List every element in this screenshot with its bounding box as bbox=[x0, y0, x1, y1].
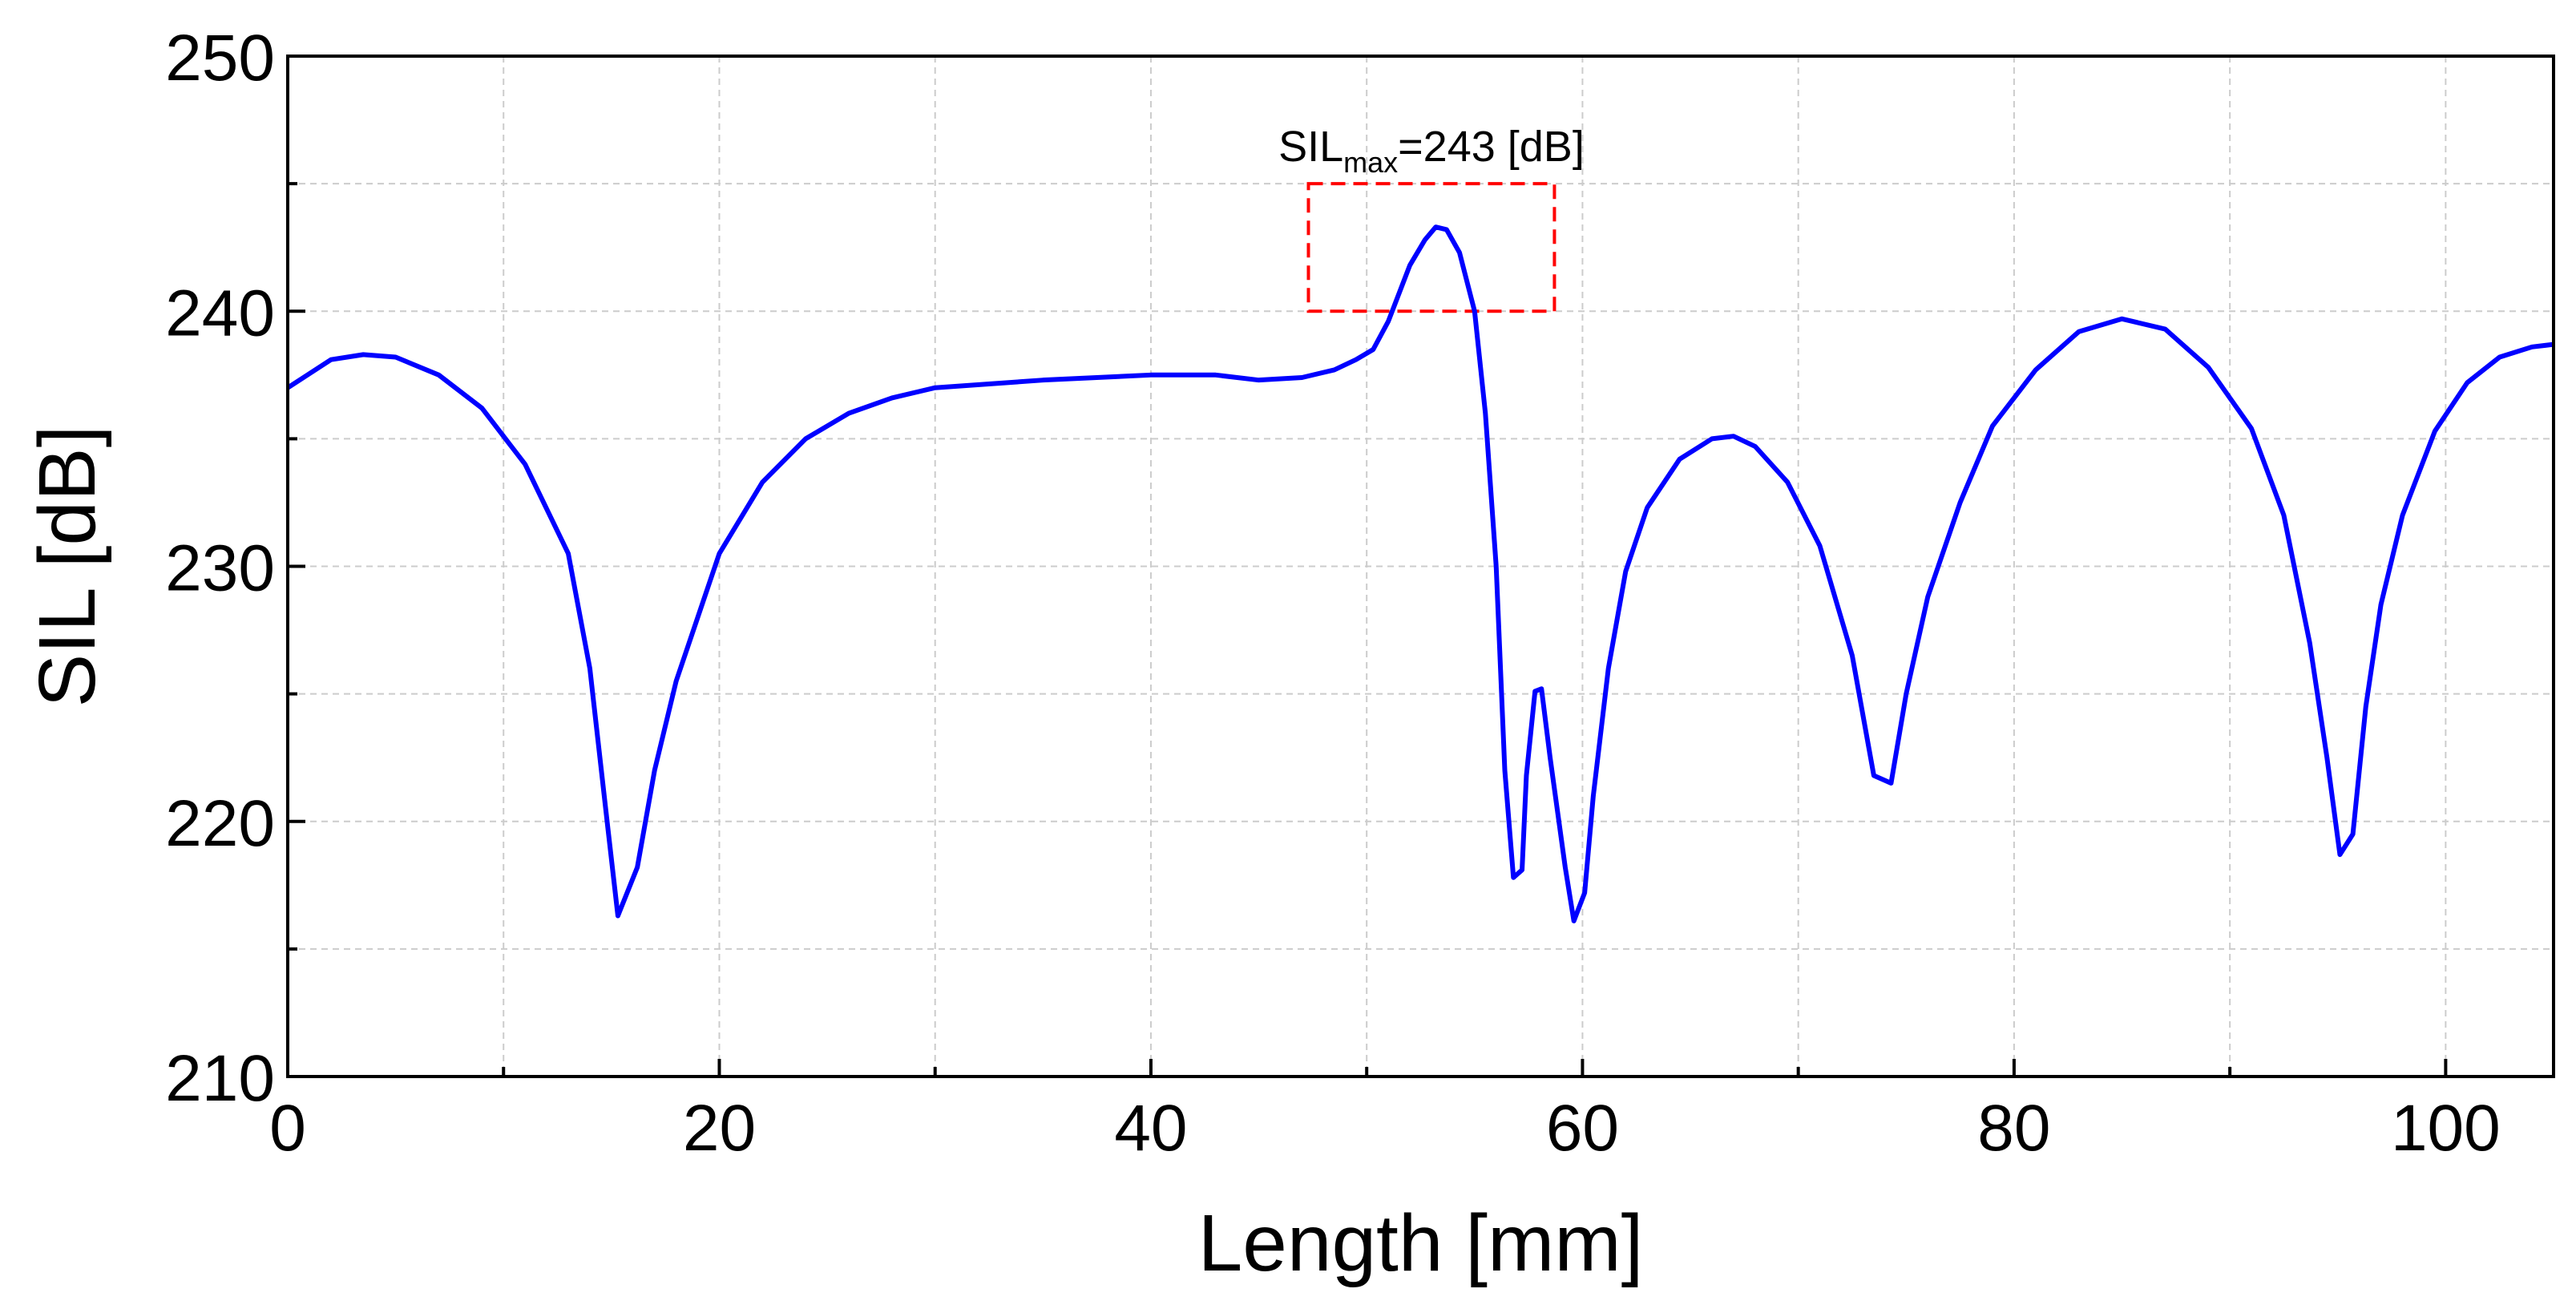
y-tick-label: 240 bbox=[165, 277, 275, 349]
x-tick-label: 20 bbox=[683, 1092, 756, 1165]
line bbox=[288, 224, 2554, 923]
y-tick-label: 250 bbox=[165, 22, 275, 95]
x-tick-label: 40 bbox=[1114, 1092, 1187, 1165]
highlight-box bbox=[1306, 182, 1557, 313]
x-tick-label: 80 bbox=[1977, 1092, 2050, 1165]
annotation: SILmax=243 [dB] bbox=[1278, 123, 1585, 179]
x-tick-label: 0 bbox=[269, 1092, 306, 1165]
y-tick-label: 210 bbox=[165, 1042, 275, 1115]
y-tick-label: 220 bbox=[165, 787, 275, 860]
y-tick-label: 230 bbox=[165, 532, 275, 605]
x-axis-title: Length [mm] bbox=[1198, 1198, 1644, 1288]
plot-frame bbox=[286, 55, 2555, 1078]
annotation-text: SIL bbox=[1278, 123, 1343, 171]
x-tick-label: 60 bbox=[1546, 1092, 1619, 1165]
annotation-rest: =243 [dB] bbox=[1398, 123, 1585, 171]
annotation-subscript: max bbox=[1343, 146, 1398, 179]
x-tick-label: 100 bbox=[2391, 1092, 2501, 1165]
y-axis-title: SIL [dB] bbox=[22, 425, 112, 707]
